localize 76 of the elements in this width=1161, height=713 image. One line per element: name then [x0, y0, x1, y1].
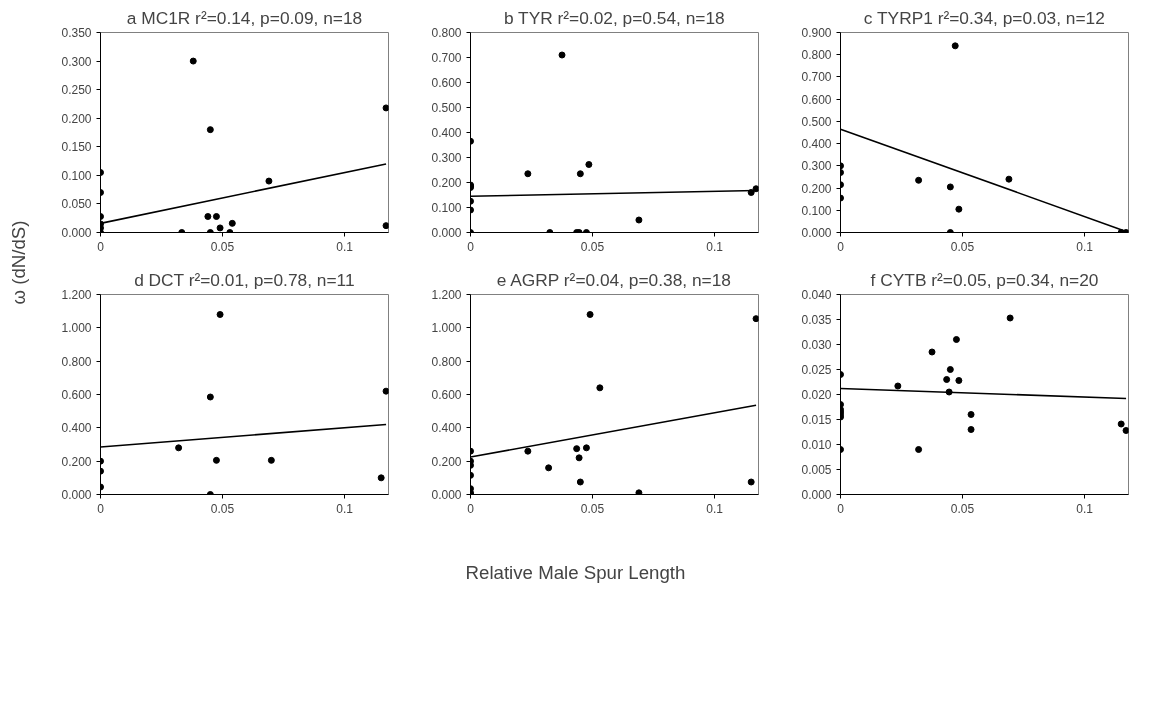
y-tick-label: 0.800 [431, 26, 462, 40]
y-tick-label: 0.030 [801, 338, 832, 352]
y-tick-label: 0.500 [801, 114, 832, 129]
y-tick-label: 0.800 [801, 48, 832, 63]
y-tick-label: 0.700 [431, 51, 462, 65]
y-tick-label: 0.050 [61, 197, 92, 212]
y-tick-label: 0.800 [431, 354, 462, 369]
x-tick-label: 0.1 [706, 239, 724, 254]
y-tick-label: 0.000 [61, 488, 92, 502]
y-tick-label: 0.400 [431, 126, 462, 140]
x-tick-label: 0.1 [336, 501, 354, 516]
y-tick-label: 1.000 [61, 321, 92, 336]
y-tick-label: 0.150 [61, 140, 92, 155]
x-tick-label: 0 [467, 501, 475, 516]
y-tick-label: 0.200 [801, 181, 832, 196]
y-tick-label: 0.300 [431, 151, 462, 165]
chart-title: a MC1R r²=0.14, p=0.09, n=18 [126, 7, 363, 28]
x-tick-label: 0.05 [210, 239, 235, 254]
y-tick-label: 0.600 [801, 92, 832, 107]
y-tick-label: 0.250 [61, 83, 92, 98]
y-tick-label: 0.015 [801, 413, 832, 427]
x-tick-label: 0 [97, 239, 105, 254]
y-tick-label: 0.200 [431, 454, 462, 469]
y-tick-label: 0.035 [801, 313, 832, 327]
y-tick-label: 0.100 [801, 203, 832, 218]
y-tick-label: 0.000 [61, 226, 92, 240]
x-tick-label: 0 [837, 239, 845, 254]
y-tick-label: 0.025 [801, 363, 832, 377]
y-tick-label: 0.600 [431, 388, 462, 402]
y-tick-label: 0.010 [801, 438, 832, 452]
x-tick-label: 0 [97, 501, 105, 516]
y-tick-label: 1.200 [431, 288, 462, 302]
chart-title: b TYR r²=0.02, p=0.54, n=18 [503, 7, 725, 28]
chart-title: f CYTB r²=0.05, p=0.34, n=20 [870, 269, 1099, 290]
x-tick-label: 0.05 [580, 501, 605, 516]
y-tick-label: 0.600 [431, 76, 462, 90]
x-tick-label: 0.05 [950, 239, 975, 254]
y-tick-label: 0.300 [61, 54, 92, 69]
y-axis-title: ω (dN/dS) [8, 220, 29, 305]
y-tick-label: 0.400 [431, 421, 462, 436]
chart-title: d DCT r²=0.01, p=0.78, n=11 [134, 269, 355, 290]
y-tick-label: 1.000 [431, 321, 462, 336]
y-tick-label: 0.900 [801, 26, 832, 40]
x-tick-label: 0.1 [1076, 501, 1094, 516]
y-tick-label: 0.100 [61, 168, 92, 183]
y-tick-label: 0.020 [801, 388, 832, 402]
chart-title: c TYRP1 r²=0.34, p=0.03, n=12 [863, 7, 1105, 28]
y-tick-label: 0.100 [431, 201, 462, 215]
x-tick-label: 0.1 [1076, 239, 1094, 254]
x-tick-label: 0.05 [580, 239, 605, 254]
chart-title: e AGRP r²=0.04, p=0.38, n=18 [496, 269, 731, 290]
y-tick-label: 0.200 [61, 454, 92, 469]
y-tick-label: 0.005 [801, 463, 832, 477]
y-tick-label: 0.600 [61, 388, 92, 402]
y-tick-label: 0.000 [801, 226, 832, 240]
y-tick-label: 0.000 [431, 226, 462, 240]
y-tick-label: 0.800 [61, 354, 92, 369]
y-tick-label: 0.700 [801, 70, 832, 85]
x-tick-label: 0.05 [210, 501, 235, 516]
y-tick-label: 0.000 [801, 488, 832, 502]
y-tick-label: 0.040 [801, 288, 832, 302]
y-tick-label: 0.400 [61, 421, 92, 436]
x-tick-label: 0 [837, 501, 845, 516]
y-tick-label: 0.200 [431, 176, 462, 190]
x-tick-label: 0.1 [336, 239, 354, 254]
x-tick-label: 0.05 [950, 501, 975, 516]
y-tick-label: 0.000 [431, 488, 462, 502]
y-tick-label: 0.200 [61, 111, 92, 126]
y-tick-label: 0.400 [801, 137, 832, 152]
x-tick-label: 0.1 [706, 501, 724, 516]
y-tick-label: 0.350 [61, 26, 92, 40]
x-tick-label: 0 [467, 239, 475, 254]
y-tick-label: 0.300 [801, 159, 832, 174]
y-tick-label: 0.500 [431, 101, 462, 115]
y-tick-label: 1.200 [61, 288, 92, 302]
x-axis-title: Relative Male Spur Length [465, 562, 686, 583]
